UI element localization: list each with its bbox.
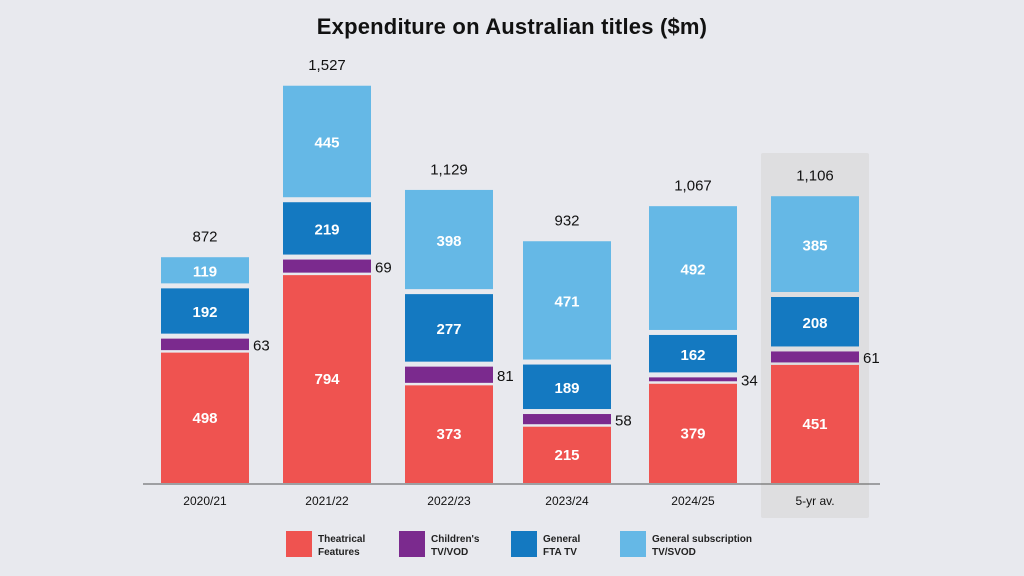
data-label-general-fta-tv: 192 [192,304,217,321]
data-label-general-subscription-tv-svod: 398 [436,233,461,250]
data-label-general-subscription-tv-svod: 385 [802,237,827,254]
total-label: 932 [554,213,579,230]
bar-segment-general-fta-tv [283,202,371,255]
data-label-children-s-tv-vod: 58 [615,412,632,429]
x-tick-label: 2023/24 [545,494,589,508]
data-label-general-subscription-tv-svod: 445 [314,135,339,152]
bar-segment-general-fta-tv [649,334,737,373]
x-tick-label: 2022/23 [427,494,471,508]
data-label-children-s-tv-vod: 69 [375,259,392,276]
data-label-theatrical-features: 215 [554,447,579,464]
total-label: 1,527 [308,57,346,74]
x-tick-label: 5-yr av. [795,494,834,508]
total-label: 1,067 [674,178,712,195]
data-label-children-s-tv-vod: 63 [253,338,270,355]
bar-segment-theatrical-features [161,352,249,483]
legend-swatch-children-s-tv-vod [399,531,425,557]
bar-segment-general-subscription-tv-svod [161,257,249,284]
bar-segment-general-fta-tv [523,364,611,410]
legend-label-theatrical-features: Theatrical [318,534,365,545]
bar-segment-general-fta-tv [771,297,859,347]
data-label-children-s-tv-vod: 81 [497,368,514,385]
bar-segment-children-s-tv-vod [283,259,371,273]
data-label-theatrical-features: 794 [314,371,340,388]
legend-label-children-s-tv-vod: TV/VOD [431,547,468,558]
bar-segment-theatrical-features [405,385,493,483]
data-label-general-fta-tv: 208 [802,315,827,332]
data-label-general-subscription-tv-svod: 492 [680,261,705,278]
bar-segment-general-subscription-tv-svod [523,241,611,360]
chart-title: Expenditure on Australian titles ($m) [316,14,708,39]
legend-label-theatrical-features: Features [318,547,360,558]
data-label-theatrical-features: 373 [436,426,461,443]
bar-segment-theatrical-features [523,426,611,483]
bar-segment-children-s-tv-vod [771,351,859,363]
data-label-children-s-tv-vod: 61 [863,350,880,367]
data-label-theatrical-features: 379 [680,425,705,442]
data-label-general-subscription-tv-svod: 119 [193,264,217,281]
legend-swatch-theatrical-features [286,531,312,557]
bar-segment-children-s-tv-vod [523,414,611,425]
data-label-general-subscription-tv-svod: 471 [554,294,579,311]
x-tick-label: 2021/22 [305,494,349,508]
bar-segment-children-s-tv-vod [405,366,493,383]
bar-segment-general-subscription-tv-svod [649,206,737,330]
bar-segment-general-subscription-tv-svod [405,189,493,290]
data-label-children-s-tv-vod: 34 [741,373,758,390]
bar-segment-general-fta-tv [161,288,249,334]
bar-segment-children-s-tv-vod [161,338,249,351]
data-label-theatrical-features: 498 [192,410,217,427]
legend-label-general-subscription-tv-svod: General subscription [652,534,752,545]
total-label: 1,106 [796,168,834,185]
legend-swatch-general-fta-tv [511,531,537,557]
bar-segment-general-subscription-tv-svod [283,85,371,198]
bar-segment-theatrical-features [649,383,737,483]
bar-segment-children-s-tv-vod [649,377,737,382]
x-tick-label: 2020/21 [183,494,227,508]
x-tick-label: 2024/25 [671,494,715,508]
legend-label-children-s-tv-vod: Children's [431,534,480,545]
bar-segment-theatrical-features [283,275,371,483]
total-label: 1,129 [430,161,468,178]
data-label-general-fta-tv: 277 [436,321,461,338]
legend-label-general-subscription-tv-svod: TV/SVOD [652,547,696,558]
data-label-theatrical-features: 451 [802,416,827,433]
total-label: 872 [192,229,217,246]
bar-segment-theatrical-features [771,364,859,483]
data-label-general-fta-tv: 162 [680,347,705,364]
data-label-general-fta-tv: 189 [554,380,579,397]
bar-segment-general-subscription-tv-svod [771,196,859,293]
legend-swatch-general-subscription-tv-svod [620,531,646,557]
legend-label-general-fta-tv: FTA TV [543,547,577,558]
legend-label-general-fta-tv: General [543,534,580,545]
data-label-general-fta-tv: 219 [314,222,339,239]
bar-segment-general-fta-tv [405,294,493,362]
